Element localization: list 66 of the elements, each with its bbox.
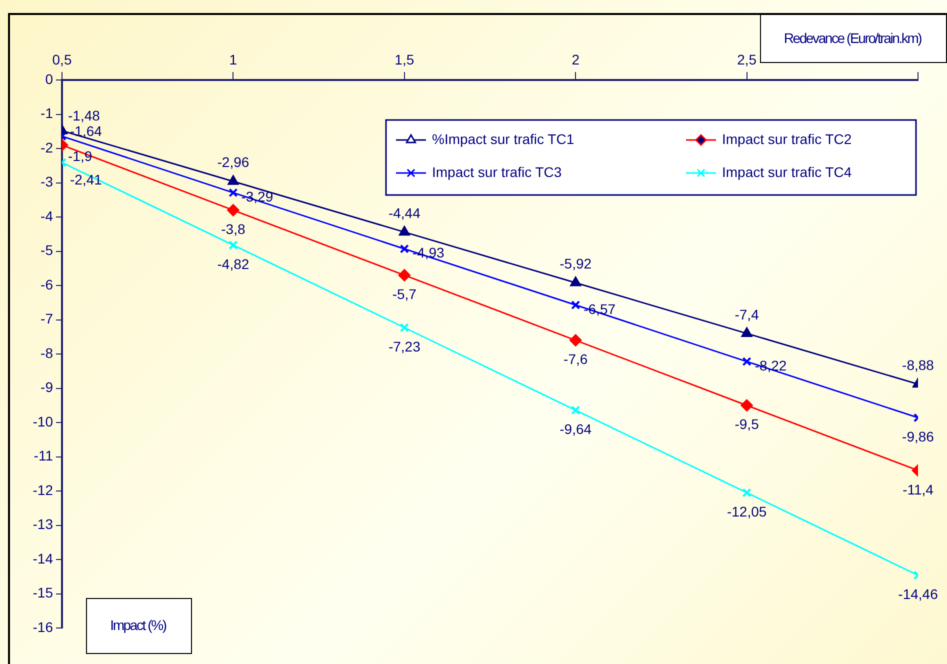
point <box>227 204 240 216</box>
y-tick-label: -9 <box>40 379 54 396</box>
y-tick-label: -8 <box>40 344 54 361</box>
y-tick-label: -15 <box>32 584 54 601</box>
data-label: -9,86 <box>902 428 934 445</box>
y-tick-label: -14 <box>32 550 54 566</box>
data-label: -5,7 <box>392 286 417 302</box>
y-tick-label: -5 <box>40 242 54 258</box>
data-label: -3,8 <box>221 221 246 238</box>
data-label: -3,29 <box>241 188 274 205</box>
y-tick-label: -11 <box>34 448 54 464</box>
y-tick-label: -12 <box>32 482 54 498</box>
x-tick-label: 0,5 <box>52 51 72 68</box>
data-label: -4,93 <box>412 244 445 261</box>
point <box>571 300 580 310</box>
data-label: -11,4 <box>902 481 934 498</box>
x-tick-label: 1 <box>229 51 238 68</box>
data-label: -9,5 <box>734 416 760 432</box>
y-tick-label: -16 <box>32 618 54 635</box>
legend-label: Impact sur trafic TC4 <box>722 164 852 180</box>
point <box>740 399 753 412</box>
legend-label: Impact sur trafic TC3 <box>432 164 562 180</box>
point <box>228 175 239 185</box>
y-tick-label: -1 <box>40 105 54 122</box>
point <box>228 240 238 250</box>
data-label: -7,23 <box>388 338 421 354</box>
data-label: -9,64 <box>560 421 592 438</box>
data-label: -2,41 <box>70 171 102 188</box>
data-label: -8,22 <box>754 357 787 374</box>
point <box>228 188 238 198</box>
data-label: -6,57 <box>584 300 616 317</box>
data-label: -4,82 <box>217 256 250 272</box>
data-label: -7,6 <box>564 351 588 368</box>
legend-label: %Impact sur trafic TC1 <box>432 130 574 147</box>
y-tick-label: -6 <box>40 276 54 292</box>
point <box>570 276 581 286</box>
y-tick-label: -7 <box>40 310 54 327</box>
x-tick-label: 1,5 <box>394 51 414 68</box>
y-tick-label: -13 <box>32 516 54 532</box>
point <box>400 244 409 254</box>
y-tick-label: -3 <box>40 174 54 190</box>
x-tick-label: 2,5 <box>737 51 757 68</box>
data-label: -1,9 <box>68 148 92 164</box>
data-label: -14,46 <box>898 586 938 602</box>
data-label: -1,64 <box>70 123 102 140</box>
point <box>742 357 752 366</box>
data-label: -1,48 <box>68 108 100 124</box>
point <box>398 269 410 282</box>
point <box>571 406 580 415</box>
point <box>741 327 752 337</box>
y-tick-label: -10 <box>32 413 54 430</box>
point <box>742 488 752 498</box>
point <box>399 226 410 236</box>
point <box>400 323 409 332</box>
data-label: -12,05 <box>726 504 767 520</box>
y-tick-label: 0 <box>45 70 54 87</box>
data-label: -5,92 <box>560 256 592 272</box>
data-label: -8,88 <box>902 357 934 373</box>
point <box>570 334 582 346</box>
data-label: -2,96 <box>217 154 250 170</box>
x-tick-label: 2 <box>572 51 580 68</box>
data-label: -4,44 <box>388 204 421 221</box>
y-tick-label: -2 <box>40 139 54 156</box>
legend-label: Impact sur trafic TC2 <box>722 130 852 147</box>
data-label: -7,4 <box>734 306 760 322</box>
y-tick-label: -4 <box>40 208 54 224</box>
